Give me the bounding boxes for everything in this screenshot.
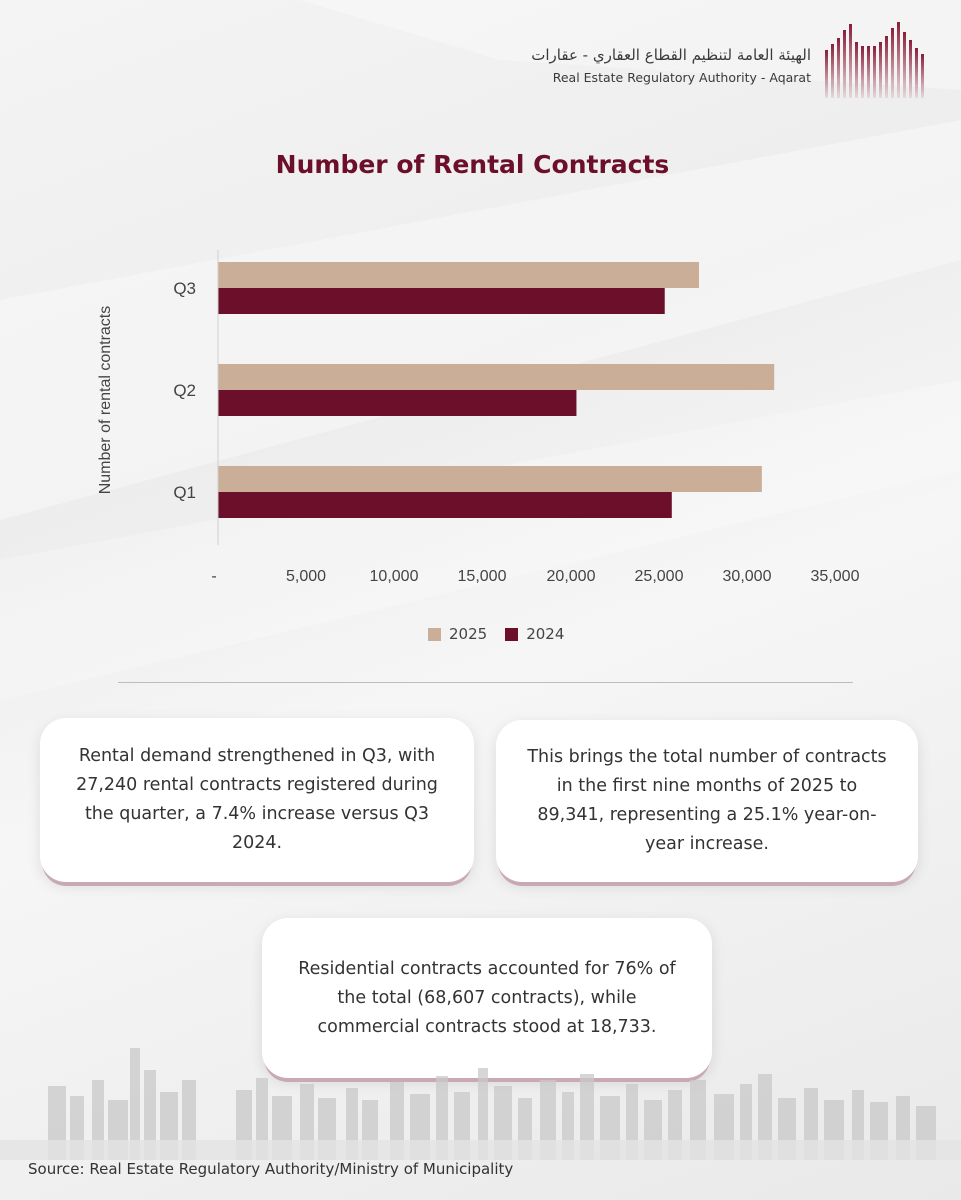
info-card-residential-commercial-text: Residential contracts accounted for 76% … <box>298 958 676 1037</box>
info-card-nine-months-total-text: This brings the total number of contract… <box>527 747 887 854</box>
x-tick-label: 35,000 <box>811 568 860 585</box>
bar-q2-2024 <box>218 390 577 416</box>
legend-label-2024: 2024 <box>526 625 565 643</box>
bar-q2-2025 <box>218 364 775 390</box>
x-tick-label: - <box>211 568 216 585</box>
x-tick-label: 10,000 <box>370 568 419 585</box>
x-tick-label: 15,000 <box>458 568 507 585</box>
legend-swatch-2024 <box>505 627 519 641</box>
y-axis-label: Number of rental contracts <box>97 306 114 495</box>
org-name-english: Real Estate Regulatory Authority - Aqara… <box>552 70 811 85</box>
source-note: Source: Real Estate Regulatory Authority… <box>28 1160 514 1178</box>
chart-title: Number of Rental Contracts <box>275 150 670 179</box>
x-tick-label: 20,000 <box>547 568 596 585</box>
legend-swatch-2025 <box>428 627 441 641</box>
bar-q3-2025 <box>218 262 699 288</box>
chart-legend: 2025 2024 <box>428 625 564 643</box>
aqarat-logo-icon <box>825 22 924 98</box>
info-card-nine-months-total: This brings the total number of contract… <box>496 720 918 882</box>
legend-item-2025: 2025 <box>428 625 487 643</box>
category-label-q2: Q2 <box>173 381 196 400</box>
bar-q1-2025 <box>218 466 762 492</box>
legend-item-2024: 2024 <box>505 625 564 643</box>
city-skyline-image <box>0 1048 961 1160</box>
category-label-q1: Q1 <box>173 483 196 502</box>
legend-label-2025: 2025 <box>449 625 488 643</box>
category-label-q3: Q3 <box>173 279 196 298</box>
x-tick-label: 5,000 <box>286 568 326 585</box>
bar-q3-2024 <box>218 288 665 314</box>
info-card-q3-demand: Rental demand strengthened in Q3, with 2… <box>40 718 474 882</box>
x-tick-label: 30,000 <box>723 568 772 585</box>
bar-chart: Q3 Q2 Q1 - 5,000 10,000 15,000 20,000 25,000 30,… <box>97 250 860 585</box>
org-name-arabic: الهيئة العامة لتنظيم القطاع العقاري - عق… <box>531 46 811 64</box>
x-tick-label: 25,000 <box>635 568 684 585</box>
info-card-residential-commercial: Residential contracts accounted for 76% … <box>262 918 712 1078</box>
header-logo: الهيئة العامة لتنظيم القطاع العقاري - عق… <box>513 18 933 108</box>
section-divider <box>118 682 853 683</box>
info-card-q3-demand-text: Rental demand strengthened in Q3, with 2… <box>76 746 438 853</box>
bar-q1-2024 <box>218 492 672 518</box>
